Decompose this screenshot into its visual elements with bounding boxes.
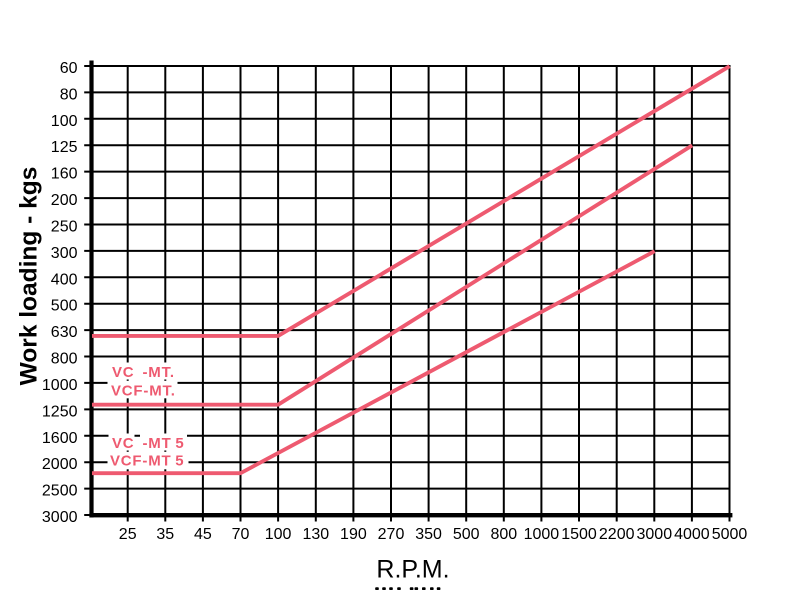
svg-text:500: 500 bbox=[51, 298, 78, 315]
svg-text:2500: 2500 bbox=[42, 483, 78, 500]
svg-text:800: 800 bbox=[51, 351, 78, 368]
svg-text:350: 350 bbox=[415, 526, 442, 543]
svg-text:Work loading - kgs: Work loading - kgs bbox=[16, 167, 43, 386]
svg-text:70: 70 bbox=[232, 526, 250, 543]
svg-text:1000: 1000 bbox=[524, 526, 560, 543]
svg-text:R.P.M.: R.P.M. bbox=[376, 556, 449, 584]
svg-text:300: 300 bbox=[51, 245, 78, 262]
svg-text:1500: 1500 bbox=[561, 526, 597, 543]
svg-text:200: 200 bbox=[51, 192, 78, 209]
svg-text:1250: 1250 bbox=[42, 403, 78, 420]
svg-text:800: 800 bbox=[490, 526, 517, 543]
svg-text:630: 630 bbox=[51, 324, 78, 341]
svg-text:400: 400 bbox=[51, 271, 78, 288]
svg-text:190: 190 bbox=[340, 526, 367, 543]
svg-text:35: 35 bbox=[156, 526, 174, 543]
svg-text:4000: 4000 bbox=[674, 526, 710, 543]
svg-text:60: 60 bbox=[60, 60, 78, 77]
svg-text:VC: VC bbox=[112, 435, 134, 452]
svg-text:-MT.: -MT. bbox=[143, 364, 175, 381]
svg-text:3000: 3000 bbox=[637, 526, 673, 543]
svg-text:2000: 2000 bbox=[42, 456, 78, 473]
svg-text:270: 270 bbox=[378, 526, 405, 543]
svg-text:2200: 2200 bbox=[599, 526, 635, 543]
svg-text:VCF-MT 5: VCF-MT 5 bbox=[110, 453, 184, 470]
svg-text:45: 45 bbox=[194, 526, 212, 543]
svg-text:250: 250 bbox=[51, 219, 78, 236]
svg-text:3000: 3000 bbox=[42, 509, 78, 526]
svg-text:1000: 1000 bbox=[42, 377, 78, 394]
svg-text:VC: VC bbox=[112, 364, 134, 381]
svg-text:-MT 5: -MT 5 bbox=[143, 435, 185, 452]
svg-text:100: 100 bbox=[51, 113, 78, 130]
svg-text:160: 160 bbox=[51, 166, 78, 183]
svg-text:125: 125 bbox=[51, 139, 78, 156]
svg-text:100: 100 bbox=[265, 526, 292, 543]
svg-text:1600: 1600 bbox=[42, 430, 78, 447]
svg-text:80: 80 bbox=[60, 86, 78, 103]
svg-text:5000: 5000 bbox=[712, 526, 748, 543]
svg-text:VCF-MT.: VCF-MT. bbox=[111, 382, 176, 399]
svg-text:500: 500 bbox=[453, 526, 480, 543]
svg-text:130: 130 bbox=[302, 526, 329, 543]
svg-text:25: 25 bbox=[119, 526, 137, 543]
